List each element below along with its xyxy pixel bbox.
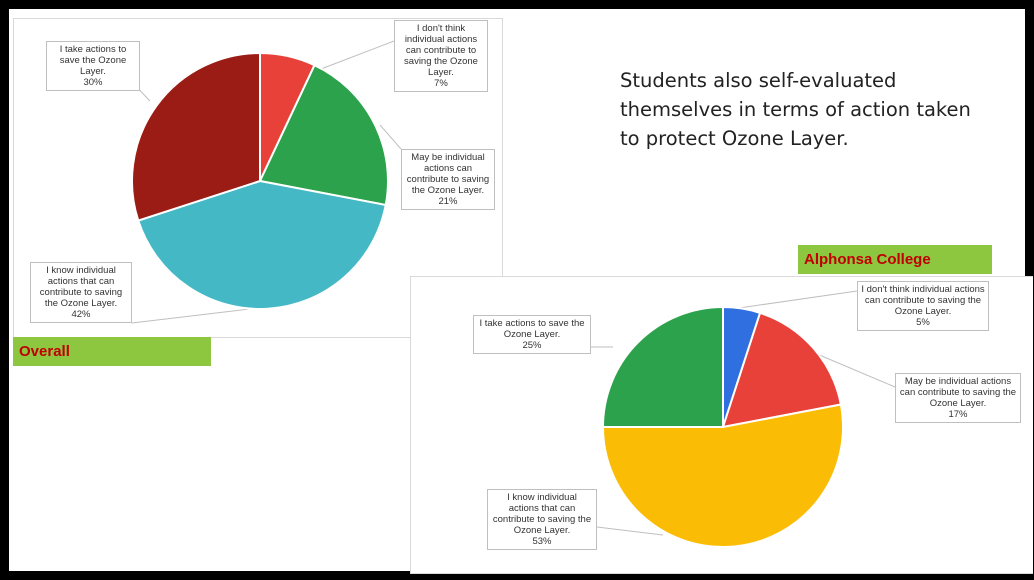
overall-callout-i-know-label: I know individual actions that can contr… — [39, 265, 123, 309]
overall-callout-may-be: May be individual actions can contribute… — [401, 149, 495, 210]
overall-callout-take-actions-value: 30% — [83, 77, 103, 88]
overall-callout-take-actions: I take actions to save the Ozone Layer. … — [46, 41, 140, 91]
alphonsa-leader-line-may-be — [816, 353, 896, 388]
slide-headline: Students also self-evaluated themselves … — [620, 69, 971, 150]
alphonsa-callout-i-know-label: I know individual actions that can contr… — [492, 492, 592, 536]
overall-slice-may-be — [258, 63, 389, 207]
overall-leader-line-dont-think — [320, 40, 395, 70]
alphonsa-leader-line-i-know — [596, 526, 664, 536]
alphonsa-chart-title: Alphonsa College — [798, 245, 992, 274]
overall-chart-title: Overall — [13, 337, 211, 366]
alphonsa-callout-i-know-value: 53% — [532, 536, 552, 547]
overall-chart-panel: I don't think individual actions can con… — [13, 18, 503, 338]
alphonsa-callout-take-actions: I take actions to save the Ozone Layer. … — [473, 315, 591, 354]
overall-pie-chart — [128, 40, 402, 324]
overall-leader-line-may-be — [379, 124, 402, 150]
alphonsa-callout-take-actions-value: 25% — [522, 340, 542, 351]
alphonsa-callout-dont-think-value: 5% — [916, 317, 930, 328]
overall-callout-dont-think-label: I don't think individual actions can con… — [404, 23, 478, 78]
overall-slice-take-actions — [131, 51, 261, 222]
alphonsa-slice-may-be — [721, 311, 843, 429]
overall-callout-take-actions-label: I take actions to save the Ozone Layer. — [59, 44, 127, 77]
alphonsa-pie-chart — [591, 290, 896, 548]
alphonsa-leader-line-dont-think — [738, 290, 858, 309]
overall-callout-i-know: I know individual actions that can contr… — [30, 262, 132, 323]
overall-leader-line-i-know — [131, 307, 259, 324]
alphonsa-callout-i-know: I know individual actions that can contr… — [487, 489, 597, 550]
overall-callout-i-know-value: 42% — [71, 309, 91, 320]
alphonsa-callout-dont-think-label: I don't think individual actions can con… — [861, 284, 985, 317]
overall-callout-may-be-label: May be individual actions can contribute… — [406, 152, 490, 196]
overall-callout-dont-think: I don't think individual actions can con… — [394, 20, 488, 92]
alphonsa-chart-panel: I don't think individual actions can con… — [410, 276, 1033, 574]
alphonsa-callout-dont-think: I don't think individual actions can con… — [857, 281, 989, 331]
alphonsa-slice-take-actions — [601, 305, 724, 428]
alphonsa-callout-take-actions-label: I take actions to save the Ozone Layer. — [479, 318, 585, 340]
overall-callout-dont-think-value: 7% — [434, 78, 448, 89]
overall-callout-may-be-value: 21% — [438, 196, 458, 207]
alphonsa-callout-may-be-label: May be individual actions can contribute… — [899, 376, 1017, 409]
alphonsa-callout-may-be: May be individual actions can contribute… — [895, 373, 1021, 423]
alphonsa-slice-i-know — [601, 403, 844, 548]
overall-slice-i-know — [137, 179, 387, 310]
alphonsa-callout-may-be-value: 17% — [948, 409, 968, 420]
